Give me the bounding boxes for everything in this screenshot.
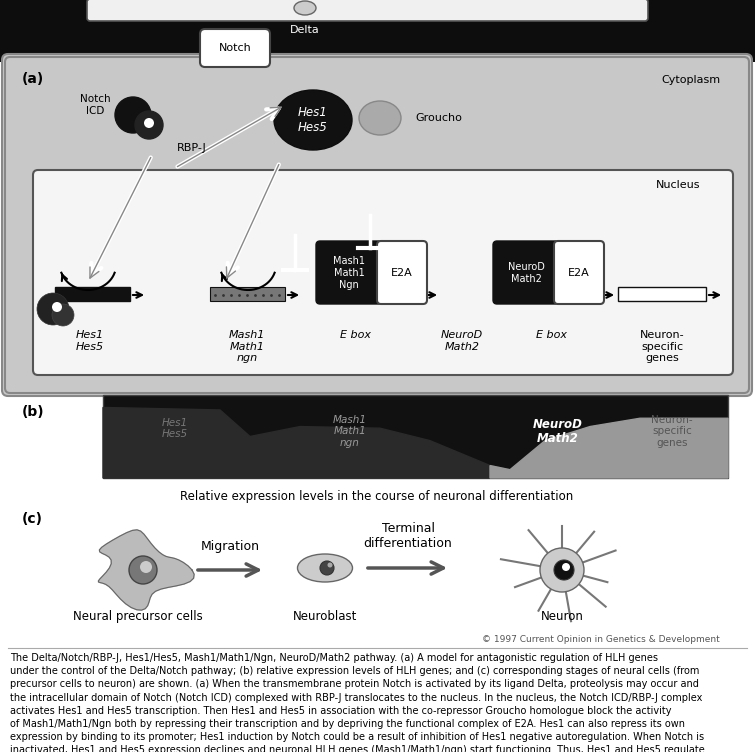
Ellipse shape [297,554,353,582]
Polygon shape [490,418,728,478]
Ellipse shape [320,561,334,575]
Text: Neuron: Neuron [541,610,584,623]
Ellipse shape [274,90,352,150]
Text: Mash1
Math1
Ngn: Mash1 Math1 Ngn [333,256,365,290]
Circle shape [562,563,570,571]
Text: Migration: Migration [201,540,260,553]
Circle shape [140,561,152,573]
Text: Notch: Notch [219,43,251,53]
Text: E2A: E2A [568,268,590,278]
Circle shape [129,556,157,584]
Text: E box: E box [535,330,566,340]
Bar [0,0,755,58]
Text: Mash1
Math1
ngn: Mash1 Math1 ngn [229,330,265,363]
Bar [0,0,755,62]
FancyBboxPatch shape [493,241,559,304]
Text: NeuroD
Math2: NeuroD Math2 [533,417,583,445]
Ellipse shape [294,1,316,15]
Text: Cytoplasm: Cytoplasm [661,75,720,85]
Text: Neuroblast: Neuroblast [293,610,357,623]
Text: (a): (a) [22,72,45,86]
Circle shape [554,560,574,580]
Text: Notch
ICD: Notch ICD [80,94,110,116]
Text: Delta: Delta [290,25,320,35]
Text: Mash1
Math1
ngn: Mash1 Math1 ngn [333,415,367,448]
Text: Groucho: Groucho [415,113,462,123]
Circle shape [144,118,154,128]
Text: Neural precursor cells: Neural precursor cells [73,610,203,623]
Text: Relative expression levels in the course of neuronal differentiation: Relative expression levels in the course… [180,490,574,503]
Text: Neuron-
specific
genes: Neuron- specific genes [639,330,684,363]
Text: (c): (c) [22,512,43,526]
Circle shape [135,111,163,139]
Text: NeuroD
Math2: NeuroD Math2 [507,262,544,284]
Text: © 1997 Current Opinion in Genetics & Development: © 1997 Current Opinion in Genetics & Dev… [482,635,720,644]
Bar [320,287,422,301]
Text: RBP-J: RBP-J [177,143,207,153]
Text: Nucleus: Nucleus [655,180,700,190]
Polygon shape [103,408,728,478]
Text: E box: E box [340,330,371,340]
Circle shape [37,293,69,325]
Text: Neuron-
specific
genes: Neuron- specific genes [651,415,693,448]
FancyBboxPatch shape [2,54,752,396]
FancyBboxPatch shape [87,0,648,21]
Bar [618,287,706,301]
Bar [103,395,728,478]
Circle shape [52,302,62,312]
Bar [497,287,599,301]
Text: Hes1
Hes5: Hes1 Hes5 [298,106,328,134]
Text: (b): (b) [22,405,45,419]
Ellipse shape [359,101,401,135]
Text: NeuroD
Math2: NeuroD Math2 [441,330,483,352]
Text: E2A: E2A [391,268,413,278]
Bar [55,287,130,301]
Text: Hes1
Hes5: Hes1 Hes5 [76,330,104,352]
Circle shape [52,304,74,326]
Bar [210,287,285,301]
FancyBboxPatch shape [554,241,604,304]
Ellipse shape [328,562,332,568]
Polygon shape [98,530,194,610]
Text: Terminal
differentiation: Terminal differentiation [364,522,452,550]
FancyBboxPatch shape [5,57,749,393]
FancyBboxPatch shape [377,241,427,304]
FancyBboxPatch shape [200,29,270,67]
Circle shape [540,548,584,592]
FancyBboxPatch shape [33,170,733,375]
Text: Hes1
Hes5: Hes1 Hes5 [162,417,188,439]
Circle shape [115,97,151,133]
FancyBboxPatch shape [316,241,382,304]
Text: The Delta/Notch/RBP-J, Hes1/Hes5, Mash1/Math1/Ngn, NeuroD/Math2 pathway. (a) A m: The Delta/Notch/RBP-J, Hes1/Hes5, Mash1/… [10,653,708,752]
